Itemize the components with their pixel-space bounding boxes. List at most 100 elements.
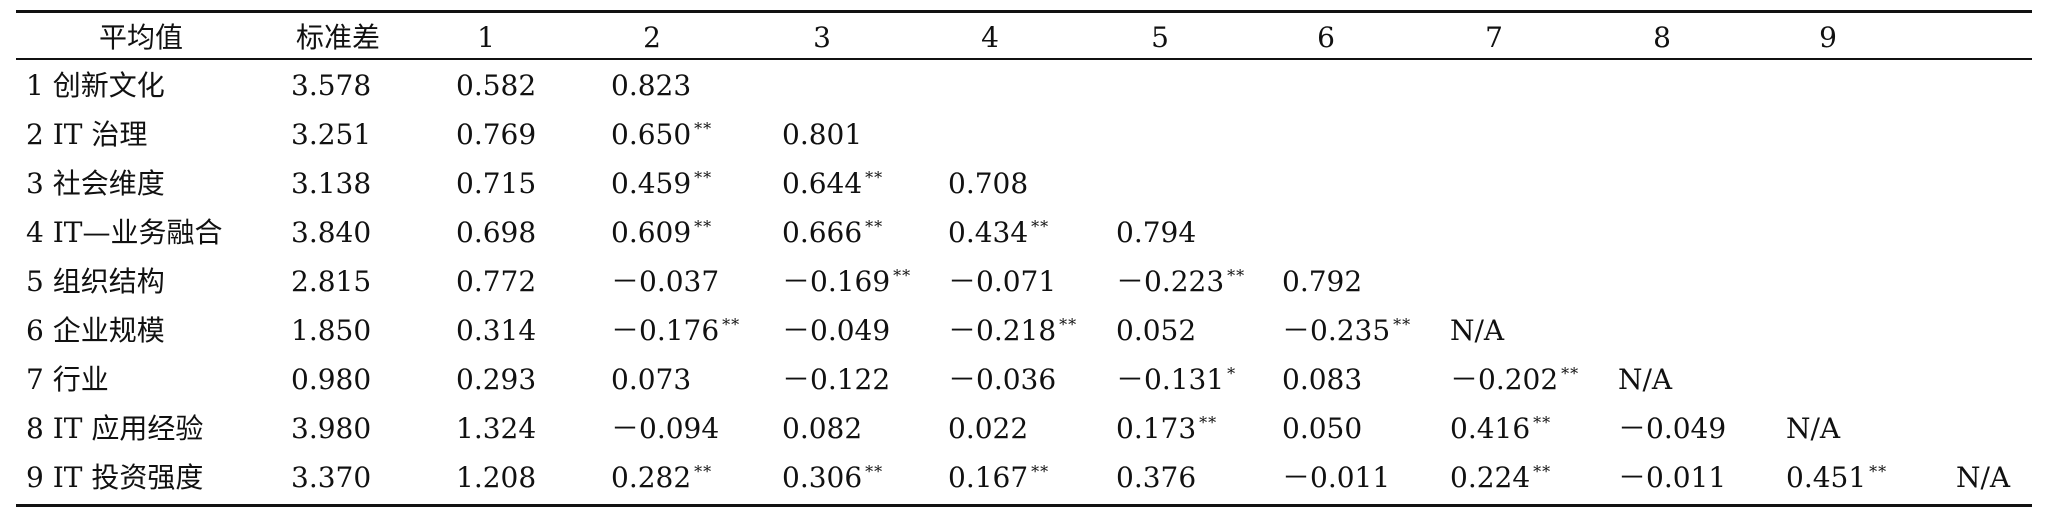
cell-value: 3.370 bbox=[291, 461, 372, 494]
cell-value: 2.815 bbox=[291, 265, 372, 298]
table-cell: 3.370 bbox=[291, 454, 371, 502]
column-header: 6 bbox=[1317, 21, 1335, 54]
cell-value: 0.792 bbox=[1282, 265, 1363, 298]
table-row: 9 IT 投资强度 3.370 1.208 0.282 ** 0.306 ** 0.167 **… bbox=[16, 454, 2032, 502]
cell-value: 0.582 bbox=[456, 69, 537, 102]
cell-value: 0.173 bbox=[1116, 412, 1197, 445]
table-cell: －0.122 bbox=[782, 356, 890, 404]
significance-marker: ** bbox=[1199, 413, 1218, 432]
cell-value: 0.376 bbox=[1116, 461, 1197, 494]
table-row: 8 IT 应用经验 3.980 1.324 －0.094 0.082 0.022 0.173… bbox=[16, 405, 2032, 453]
cell-value: －0.011 bbox=[1282, 461, 1391, 494]
table-row: 5 组织结构 2.815 0.772 －0.037 －0.169 ** －0.071 －0.2… bbox=[16, 258, 2032, 306]
table-cell: －0.049 bbox=[1618, 405, 1726, 453]
cell-value: 3.980 bbox=[291, 412, 372, 445]
row-label: 3 社会维度 bbox=[26, 167, 165, 200]
table-cell: 0.173 ** bbox=[1116, 405, 1217, 453]
cell-value: 0.794 bbox=[1116, 216, 1197, 249]
table-cell: －0.049 bbox=[782, 307, 890, 355]
significance-marker: ** bbox=[865, 168, 884, 187]
cell-value: 0.650 bbox=[611, 118, 692, 151]
column-header: 2 bbox=[643, 21, 661, 54]
table-cell: 0.459 ** bbox=[611, 160, 712, 208]
table-cell: 0.416 ** bbox=[1450, 405, 1551, 453]
cell-value: －0.122 bbox=[782, 363, 891, 396]
cell-value: 0.167 bbox=[948, 461, 1029, 494]
table-cell: 0.823 bbox=[611, 62, 691, 110]
cell-value: 0.434 bbox=[948, 216, 1029, 249]
cell-value: 1.850 bbox=[291, 314, 372, 347]
table-cell: 2.815 bbox=[291, 258, 371, 306]
table-cell: N/A bbox=[1450, 307, 1504, 355]
cell-value: 0.609 bbox=[611, 216, 692, 249]
cell-value: －0.218 bbox=[948, 314, 1057, 347]
table-cell: 0.772 bbox=[456, 258, 536, 306]
cell-value: 0.823 bbox=[611, 69, 692, 102]
table-cell: 1.324 bbox=[456, 405, 536, 453]
table-row: 7 行业 0.980 0.293 0.073 －0.122 －0.036 －0.131 * 0.… bbox=[16, 356, 2032, 404]
table-cell: N/A bbox=[1786, 405, 1840, 453]
cell-value: －0.235 bbox=[1282, 314, 1391, 347]
table-cell: 0.715 bbox=[456, 160, 536, 208]
cell-value: －0.049 bbox=[782, 314, 891, 347]
column-header: 3 bbox=[813, 21, 831, 54]
table-cell: 0.650 ** bbox=[611, 111, 712, 159]
row-label: 8 IT 应用经验 bbox=[26, 412, 204, 445]
significance-marker: ** bbox=[694, 217, 713, 236]
table-cell: 0.224 ** bbox=[1450, 454, 1551, 502]
table-cell: 0.434 ** bbox=[948, 209, 1049, 257]
significance-marker: ** bbox=[865, 217, 884, 236]
table-cell: 0.376 bbox=[1116, 454, 1196, 502]
row-label: 4 IT—业务融合 bbox=[26, 216, 223, 249]
cell-value: 0.715 bbox=[456, 167, 537, 200]
cell-value: N/A bbox=[1618, 363, 1673, 396]
table-cell: 0.794 bbox=[1116, 209, 1196, 257]
cell-value: －0.071 bbox=[948, 265, 1057, 298]
table-cell: 3.980 bbox=[291, 405, 371, 453]
row-label: 5 组织结构 bbox=[26, 265, 165, 298]
cell-value: 0.073 bbox=[611, 363, 692, 396]
column-header: 1 bbox=[477, 21, 495, 54]
cell-value: 1.324 bbox=[456, 412, 537, 445]
table-row: 3 社会维度 3.138 0.715 0.459 ** 0.644 ** 0.708 bbox=[16, 160, 2032, 208]
table-cell: 3.138 bbox=[291, 160, 371, 208]
table-row: 6 企业规模 1.850 0.314 －0.176 ** －0.049 －0.218 ** 0.… bbox=[16, 307, 2032, 355]
cell-value: 0.644 bbox=[782, 167, 863, 200]
table-cell: 0.644 ** bbox=[782, 160, 883, 208]
cell-value: 0.708 bbox=[948, 167, 1029, 200]
cell-value: 0.293 bbox=[456, 363, 537, 396]
column-header: 8 bbox=[1653, 21, 1671, 54]
cell-value: －0.049 bbox=[1618, 412, 1727, 445]
table-cell: 0.052 bbox=[1116, 307, 1196, 355]
cell-value: 0.083 bbox=[1282, 363, 1363, 396]
row-label: 7 行业 bbox=[26, 363, 109, 396]
significance-marker: ** bbox=[694, 168, 713, 187]
table-cell: 1.850 bbox=[291, 307, 371, 355]
significance-marker: ** bbox=[1533, 413, 1552, 432]
table-cell: 0.769 bbox=[456, 111, 536, 159]
table-cell: 0.801 bbox=[782, 111, 862, 159]
table-cell: 3.840 bbox=[291, 209, 371, 257]
cell-value: －0.169 bbox=[782, 265, 891, 298]
significance-marker: ** bbox=[722, 315, 741, 334]
cell-value: 3.251 bbox=[291, 118, 372, 151]
significance-marker: ** bbox=[1031, 462, 1050, 481]
cell-value: －0.011 bbox=[1618, 461, 1727, 494]
significance-marker: ** bbox=[1561, 364, 1580, 383]
cell-value: 0.306 bbox=[782, 461, 863, 494]
bottom-rule bbox=[16, 504, 2032, 507]
cell-value: 0.980 bbox=[291, 363, 372, 396]
cell-value: －0.037 bbox=[611, 265, 720, 298]
row-label: 6 企业规模 bbox=[26, 314, 165, 347]
significance-marker: ** bbox=[893, 266, 912, 285]
cell-value: 0.416 bbox=[1450, 412, 1531, 445]
column-header: 7 bbox=[1485, 21, 1503, 54]
cell-value: 0.459 bbox=[611, 167, 692, 200]
cell-value: 0.282 bbox=[611, 461, 692, 494]
cell-value: N/A bbox=[1956, 461, 2011, 494]
cell-value: 1.208 bbox=[456, 461, 537, 494]
cell-value: 0.224 bbox=[1450, 461, 1531, 494]
cell-value: 0.801 bbox=[782, 118, 863, 151]
table-cell: －0.011 bbox=[1282, 454, 1390, 502]
cell-value: 0.022 bbox=[948, 412, 1029, 445]
